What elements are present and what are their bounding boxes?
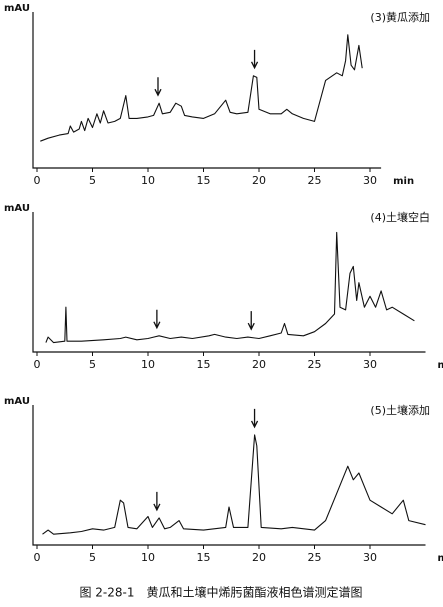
trace <box>42 434 426 535</box>
x-tick-label: 15 <box>197 358 211 371</box>
x-tick-label: 10 <box>141 174 155 187</box>
x-tick-label: 10 <box>141 551 155 564</box>
x-tick-label: 30 <box>363 174 377 187</box>
x-tick-label: 0 <box>34 174 41 187</box>
x-tick-label: 20 <box>252 551 266 564</box>
trace <box>45 231 415 344</box>
y-axis-label: mAU <box>4 203 30 214</box>
x-tick-label: 5 <box>89 358 96 371</box>
x-tick-label: 0 <box>34 358 41 371</box>
arrow <box>154 77 162 97</box>
panel-title: (5)土壤添加 <box>370 403 430 417</box>
y-axis-label: mAU <box>4 396 30 407</box>
x-tick-label: 5 <box>89 174 96 187</box>
arrow <box>153 309 161 330</box>
x-tick-label: 20 <box>252 174 266 187</box>
y-axis-label: mAU <box>4 3 30 14</box>
x-tick-label: 15 <box>197 174 211 187</box>
axis <box>32 405 426 546</box>
arrow <box>247 311 255 331</box>
axis <box>32 12 382 169</box>
x-tick-label: 30 <box>363 358 377 371</box>
x-axis-label: min <box>438 360 443 371</box>
x-tick-label: 10 <box>141 358 155 371</box>
x-tick-label: 0 <box>34 551 41 564</box>
trace <box>40 34 363 142</box>
x-tick-label: 20 <box>252 358 266 371</box>
x-tick-label: 5 <box>89 551 96 564</box>
caption: 图 2-28-1 黄瓜和土壤中烯肟菌酯液相色谱测定谱图 <box>79 585 362 600</box>
x-tick-label: 15 <box>197 551 211 564</box>
panel-title: (4)土壤空白 <box>370 210 430 224</box>
arrow <box>250 49 259 70</box>
arrow <box>250 408 259 429</box>
x-axis-label: min <box>438 553 443 564</box>
x-tick-label: 30 <box>363 551 377 564</box>
x-tick-label: 25 <box>308 358 322 371</box>
axis <box>32 212 426 353</box>
x-tick-label: 25 <box>308 174 322 187</box>
x-tick-label: 25 <box>308 551 322 564</box>
x-axis-label: min <box>393 176 414 187</box>
panel-title: (3)黄瓜添加 <box>370 10 430 24</box>
arrow <box>153 491 161 512</box>
